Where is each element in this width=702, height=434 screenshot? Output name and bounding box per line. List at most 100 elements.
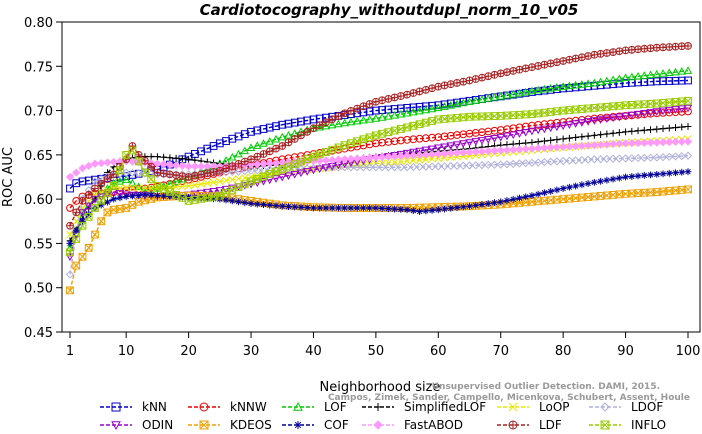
data-point-inflo	[409, 122, 418, 130]
data-point-kdeos	[665, 187, 674, 195]
data-point-ldof	[253, 166, 262, 175]
data-point-fastabod	[584, 141, 593, 150]
data-point-kdeos	[559, 195, 568, 204]
data-point-inflo	[203, 193, 212, 202]
data-point-kdeos	[596, 192, 605, 200]
data-point-cof	[379, 205, 385, 212]
legend-label: kNN	[142, 400, 167, 414]
data-point-lof	[658, 69, 668, 77]
data-point-knn	[671, 76, 680, 85]
data-point-inflo	[172, 191, 180, 199]
data-point-loop	[397, 157, 405, 166]
y-tick-label: 0.75	[24, 60, 53, 75]
data-point-fastabod	[402, 151, 412, 160]
data-point-fastabod	[540, 143, 549, 153]
data-point-odin	[271, 175, 281, 183]
data-point-cof	[79, 218, 86, 225]
data-point-ldf	[409, 89, 418, 97]
data-point-inflo	[515, 111, 524, 119]
data-point-ldof	[390, 163, 399, 172]
data-point-lof	[471, 96, 481, 104]
data-point-inflo	[97, 196, 106, 205]
data-point-kdeos	[634, 189, 642, 198]
data-point-inflo	[496, 111, 505, 120]
data-point-cof	[666, 170, 673, 177]
data-point-ldof	[334, 163, 343, 172]
data-point-inflo	[315, 150, 324, 159]
data-point-odin	[440, 143, 449, 152]
data-point-cof	[335, 204, 342, 212]
data-point-odin	[277, 173, 287, 182]
data-point-kdeos	[78, 252, 87, 261]
data-point-cof	[516, 194, 523, 202]
data-point-simplifiedlof	[166, 154, 174, 162]
data-point-kdeos	[615, 190, 624, 199]
data-point-lof	[646, 70, 655, 79]
data-point-kdeos	[603, 191, 611, 200]
data-point-inflo	[284, 162, 293, 171]
data-point-inflo	[390, 126, 399, 135]
data-point-loop	[241, 174, 249, 182]
data-point-cof	[603, 176, 611, 184]
data-point-inflo	[484, 112, 493, 121]
data-point-cof	[253, 200, 261, 208]
data-point-inflo	[496, 112, 505, 120]
data-point-knn	[297, 117, 305, 126]
data-point-kdeos	[540, 196, 549, 205]
data-point-lof	[334, 119, 343, 128]
data-point-inflo	[384, 128, 393, 137]
data-point-cof	[672, 169, 679, 177]
data-point-inflo	[640, 100, 649, 108]
data-point-ldf	[559, 57, 568, 65]
data-point-kdeos	[584, 193, 592, 201]
data-point-inflo	[259, 172, 268, 181]
data-point-inflo	[353, 137, 362, 146]
data-point-inflo	[109, 181, 118, 190]
data-point-fastabod	[596, 140, 605, 149]
data-point-fastabod	[84, 161, 93, 171]
data-point-odin	[596, 116, 605, 124]
data-point-ldof	[490, 160, 499, 169]
data-point-fastabod	[477, 147, 487, 156]
data-point-inflo	[521, 110, 530, 119]
series-cof	[66, 168, 692, 247]
data-point-loop	[184, 182, 193, 190]
data-point-cof	[229, 198, 236, 204]
legend-marker-kdeos	[199, 420, 209, 430]
data-point-inflo	[584, 104, 592, 113]
data-point-kdeos	[78, 252, 87, 261]
data-point-inflo	[684, 96, 692, 105]
data-point-ldof	[477, 161, 487, 170]
data-point-ldf	[147, 162, 156, 171]
data-point-ldf	[97, 179, 106, 188]
data-point-kdeos	[627, 189, 636, 198]
data-point-odin	[78, 209, 87, 217]
data-point-cof	[429, 207, 435, 214]
data-point-ldof	[446, 161, 455, 171]
data-point-kdeos	[565, 194, 574, 203]
data-point-ldf	[322, 118, 330, 127]
data-point-cof	[647, 172, 654, 178]
data-point-knnw	[659, 108, 667, 117]
data-point-inflo	[646, 99, 655, 108]
data-point-inflo	[184, 197, 193, 205]
data-point-loop	[403, 157, 411, 165]
data-point-cof	[304, 204, 310, 211]
data-point-inflo	[478, 112, 486, 121]
data-point-inflo	[153, 181, 162, 190]
data-point-fastabod	[246, 160, 256, 169]
data-point-knn	[652, 77, 661, 86]
data-point-fastabod	[196, 162, 206, 171]
data-point-kdeos	[559, 195, 567, 203]
data-point-inflo	[653, 99, 661, 108]
data-point-inflo	[684, 96, 692, 105]
y-tick-label: 0.65	[24, 149, 53, 164]
data-point-lof	[259, 139, 268, 147]
data-point-kdeos	[84, 243, 93, 252]
data-point-ldof	[415, 162, 424, 172]
data-point-simplifiedlof	[572, 134, 580, 141]
data-point-odin	[533, 126, 543, 135]
data-point-lof	[502, 90, 512, 99]
data-point-kdeos	[640, 188, 649, 197]
data-point-cof	[553, 186, 561, 194]
